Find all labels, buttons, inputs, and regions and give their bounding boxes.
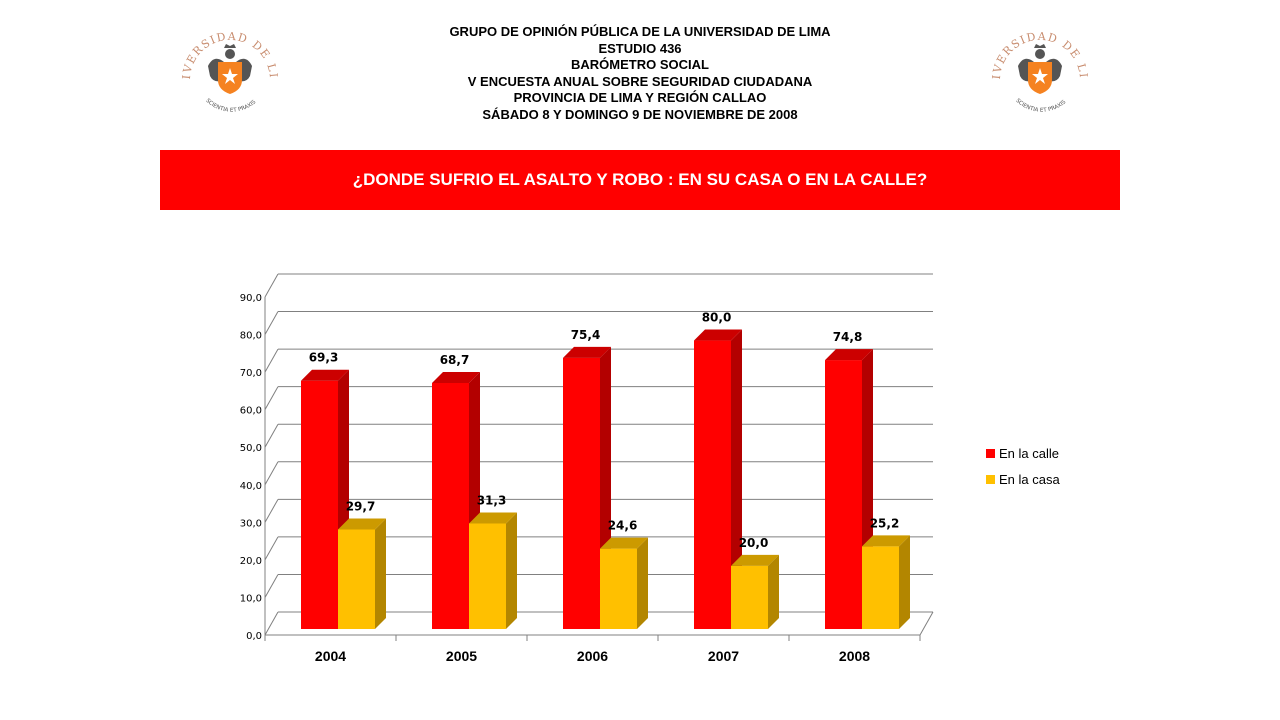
bar-casa (862, 546, 899, 629)
y-tick-label: 50,0 (240, 443, 262, 454)
data-label: 75,4 (571, 328, 601, 342)
gridline-depth (264, 273, 279, 298)
bar-casa (600, 548, 637, 629)
bar-top (301, 369, 349, 381)
x-category-label: 2007 (708, 648, 739, 664)
y-tick-label: 0,0 (246, 631, 262, 642)
bar-top (731, 554, 779, 566)
bar-calle (825, 360, 862, 629)
bar-side (375, 518, 386, 629)
data-label: 69,3 (309, 351, 339, 365)
gridline-depth (264, 311, 279, 335)
data-label: 29,7 (346, 499, 376, 513)
legend-swatch-calle (986, 448, 995, 458)
y-tick-label: 30,0 (240, 518, 262, 529)
gridline-depth (264, 423, 279, 448)
gridline-depth (264, 499, 279, 523)
y-tick-label: 10,0 (240, 593, 262, 604)
header-line: GRUPO DE OPINIÓN PÚBLICA DE LA UNIVERSID… (449, 24, 831, 39)
x-category-label: 2005 (446, 648, 477, 664)
bar-side (731, 329, 742, 629)
gridline-depth (264, 348, 279, 373)
y-tick-label: 60,0 (240, 406, 262, 417)
data-label: 80,0 (702, 311, 732, 325)
bar-side (768, 554, 779, 629)
y-tick-label: 20,0 (240, 556, 262, 567)
bar-casa (731, 565, 768, 629)
gridline-depth (264, 461, 279, 486)
question-banner: ¿DONDE SUFRIO EL ASALTO Y ROBO : EN SU C… (160, 150, 1120, 210)
bar-top (469, 512, 517, 524)
header-line: V ENCUESTA ANUAL SOBRE SEGURIDAD CIUDADA… (467, 73, 813, 89)
data-label: 31,3 (477, 493, 507, 507)
report-header: GRUPO DE OPINIÓN PÚBLICA DE LA UNIVERSID… (360, 24, 920, 123)
bar-top (694, 329, 742, 341)
legend-label-casa: En la casa (999, 471, 1060, 487)
bar-side (506, 512, 517, 629)
data-label: 24,6 (608, 519, 638, 533)
legend-label-calle: En la calle (999, 445, 1059, 461)
gridline-depth (264, 611, 279, 636)
university-logo-right: UNIVERSIDAD DE LIMA SCIENTIA ET PRAXIS (988, 18, 1089, 114)
bar-casa (338, 529, 375, 629)
bar-calle (563, 357, 600, 629)
bar-side (899, 535, 910, 629)
y-tick-label: 80,0 (240, 331, 262, 342)
data-label: 74,8 (833, 330, 863, 344)
bar-calle (301, 380, 338, 629)
gridline-depth (264, 536, 279, 561)
chart-legend: En la calle En la casa (986, 440, 1060, 492)
legend-item-casa: En la casa (986, 466, 1060, 492)
header-line: BARÓMETRO SOCIAL (571, 57, 709, 72)
legend-item-calle: En la calle (986, 440, 1060, 466)
bar-calle (694, 340, 731, 629)
header-line: ESTUDIO 436 (598, 40, 682, 56)
data-label: 25,2 (870, 516, 900, 530)
y-tick-label: 40,0 (240, 481, 262, 492)
x-category-label: 2004 (315, 648, 346, 664)
bar-top (825, 349, 873, 361)
question-title: ¿DONDE SUFRIO EL ASALTO Y ROBO : EN SU C… (352, 170, 928, 189)
gridline-depth (264, 574, 279, 598)
y-tick-label: 90,0 (240, 293, 262, 304)
gridline-depth (264, 386, 279, 410)
star-icon (222, 68, 238, 84)
header-line: PROVINCIA DE LIMA Y REGIÓN CALLAO (513, 90, 767, 105)
bar-casa (469, 523, 506, 629)
legend-swatch-casa (986, 474, 995, 484)
star-icon (1032, 68, 1048, 84)
bar-top (338, 518, 386, 530)
bar-side (637, 537, 648, 629)
x-category-label: 2006 (577, 648, 608, 664)
bar-top (600, 537, 648, 549)
university-logo-left: UNIVERSIDAD DE LIMA SCIENTIA ET PRAXIS (178, 18, 279, 114)
header-line: SÁBADO 8 Y DOMINGO 9 DE NOVIEMBRE DE 200… (482, 106, 798, 122)
x-category-label: 2008 (839, 648, 870, 664)
y-tick-label: 70,0 (240, 368, 262, 379)
bar-top (432, 371, 480, 383)
bar-top (862, 535, 910, 547)
data-label: 20,0 (739, 536, 769, 550)
data-label: 68,7 (440, 353, 470, 367)
bar-calle (432, 382, 469, 629)
floor-edge (919, 611, 934, 636)
bar-top (563, 346, 611, 358)
